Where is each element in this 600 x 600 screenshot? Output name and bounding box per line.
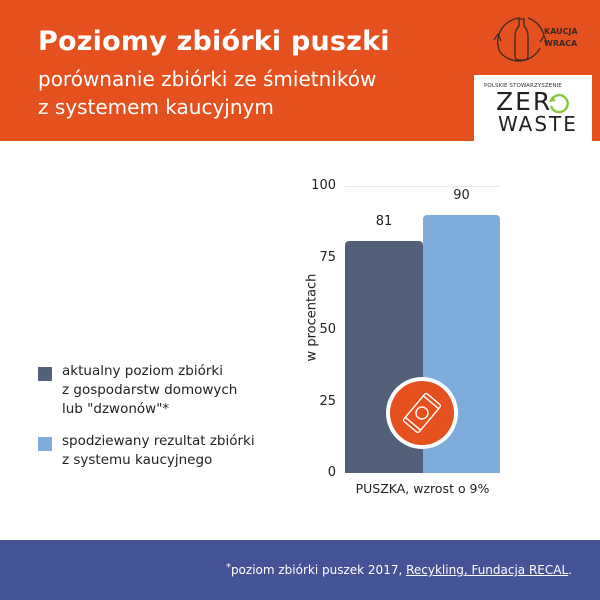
legend-item-expected: spodziewany rezultat zbiórki z systemu k… (62, 432, 255, 470)
page-title: Poziomy zbiórki puszki (38, 26, 390, 57)
legend-current-line-2: z gospodarstw domowych (62, 382, 238, 398)
recycle-arrow-icon (549, 93, 569, 114)
header-banner: Poziomy zbiórki puszki porównanie zbiórk… (0, 0, 600, 141)
legend-current-line-3: lub "dzwonów"* (62, 401, 170, 417)
legend-expected-line-2: z systemu kaucyjnego (62, 452, 213, 468)
bar-value-expected: 90 (453, 188, 470, 203)
legend-expected-line-1: spodziewany rezultat zbiórki (62, 433, 255, 449)
y-axis-label: w procentach (304, 273, 320, 362)
legend-swatch-expected (38, 437, 52, 451)
subtitle-line-2: z systemem kaucyjnym (38, 95, 274, 119)
zero-waste-logo: POLSKIE STOWARZYSZENIE ZER WASTE (474, 75, 592, 141)
ytick-50: 50 (319, 322, 336, 337)
wraca-line: WRACA (544, 39, 578, 48)
ytick-75: 75 (319, 250, 336, 265)
ytick-100: 100 (311, 178, 336, 193)
bottle-recycle-icon (493, 17, 548, 62)
bar-value-current: 81 (375, 214, 393, 229)
can-icon (386, 377, 458, 449)
footnote-end: . (568, 563, 572, 577)
source-link[interactable]: Recykling, Fundacja RECAL (406, 563, 569, 577)
x-axis-category-label: PUSZKA, wzrost o 9% (355, 481, 490, 496)
source-footnote: *poziom zbiórki puszek 2017, Recykling, … (226, 562, 572, 577)
footnote-text: poziom zbiórki puszek 2017, (230, 563, 407, 577)
kaucja-wraca-logo: KAUCJA WRACA (544, 26, 578, 50)
footer-banner: *poziom zbiórki puszek 2017, Recykling, … (0, 540, 600, 600)
legend-current-line-1: aktualny poziom zbiórki (62, 363, 223, 379)
zw-zero-text: ZER (496, 87, 553, 116)
zw-waste-text: WASTE (498, 112, 578, 136)
ytick-0: 0 (327, 465, 336, 480)
legend-swatch-current (38, 367, 52, 381)
footnote-asterisk: * (225, 562, 231, 573)
gridline-100 (345, 186, 500, 187)
ytick-25: 25 (319, 394, 336, 409)
subtitle-line-1: porównanie zbiórki ze śmietników (38, 67, 377, 91)
kaucja-line: KAUCJA (544, 27, 578, 36)
zw-org-label: POLSKIE STOWARZYSZENIE (484, 83, 562, 89)
legend-item-current: aktualny poziom zbiórki z gospodarstw do… (62, 362, 237, 419)
